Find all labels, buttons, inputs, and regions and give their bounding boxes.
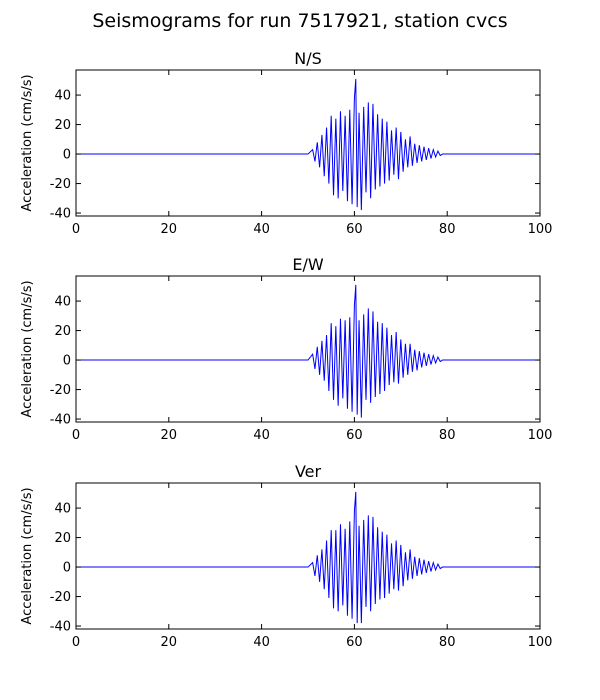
x-tick-label-ew: 40 <box>253 428 270 443</box>
panel-title-ver: Ver <box>295 462 322 481</box>
x-tick-label-ver: 0 <box>72 635 80 650</box>
trace-line-ns <box>76 78 540 211</box>
x-tick-label-ns: 80 <box>439 222 456 237</box>
trace-line-ver <box>76 491 540 624</box>
y-tick-label-ns: 40 <box>54 89 71 104</box>
seismogram-panel-ver: Ver Acceleration (cm/s/s) 0 20 40 60 80 100 -40 -… <box>20 462 552 650</box>
x-tick-label-ver: 80 <box>439 635 456 650</box>
x-tick-label-ver: 100 <box>528 635 553 650</box>
y-tick-label-ns: -40 <box>50 207 71 222</box>
x-tick-label-ew: 60 <box>346 428 363 443</box>
y-tick-label-ver: 20 <box>54 531 71 546</box>
y-tick-label-ns: -20 <box>50 177 71 192</box>
plot-frame-ew <box>75 275 541 423</box>
seismogram-panel-ew: E/W Acceleration (cm/s/s) 0 20 40 60 80 100 -40 -… <box>20 255 552 443</box>
x-tick-label-ew: 80 <box>439 428 456 443</box>
x-tick-label-ew: 20 <box>161 428 178 443</box>
y-tick-label-ew: 40 <box>54 295 71 310</box>
x-tick-label-ns: 0 <box>72 222 80 237</box>
x-tick-label-ew: 100 <box>528 428 553 443</box>
trace-line-ew <box>76 284 540 418</box>
y-axis-label-ew: Acceleration (cm/s/s) <box>20 280 35 417</box>
x-tick-label-ver: 20 <box>161 635 178 650</box>
x-tick-label-ew: 0 <box>72 428 80 443</box>
y-tick-label-ew: -20 <box>50 383 71 398</box>
y-axis-label-ns: Acceleration (cm/s/s) <box>20 74 35 211</box>
seismogram-panel-ns: N/S Acceleration (cm/s/s) 0 20 40 60 80 100 -40 -… <box>20 49 552 237</box>
x-tick-label-ver: 40 <box>253 635 270 650</box>
x-tick-label-ns: 100 <box>528 222 553 237</box>
y-tick-label-ver: -40 <box>50 620 71 635</box>
x-tick-label-ns: 40 <box>253 222 270 237</box>
x-tick-label-ns: 20 <box>161 222 178 237</box>
plot-frame-ver <box>75 482 541 630</box>
y-tick-label-ver: 40 <box>54 502 71 517</box>
y-tick-label-ew: 0 <box>63 354 71 369</box>
y-tick-label-ew: 20 <box>54 324 71 339</box>
panel-title-ns: N/S <box>294 49 322 68</box>
figure-title: Seismograms for run 7517921, station cvc… <box>92 10 508 32</box>
y-axis-label-ver: Acceleration (cm/s/s) <box>20 487 35 624</box>
y-tick-label-ns: 20 <box>54 118 71 133</box>
plot-frame-ns <box>75 69 541 217</box>
x-tick-label-ver: 60 <box>346 635 363 650</box>
y-tick-label-ver: 0 <box>63 561 71 576</box>
x-tick-label-ns: 60 <box>346 222 363 237</box>
y-tick-label-ns: 0 <box>63 148 71 163</box>
y-tick-label-ew: -40 <box>50 413 71 428</box>
y-tick-label-ver: -20 <box>50 590 71 605</box>
panel-title-ew: E/W <box>292 255 324 274</box>
